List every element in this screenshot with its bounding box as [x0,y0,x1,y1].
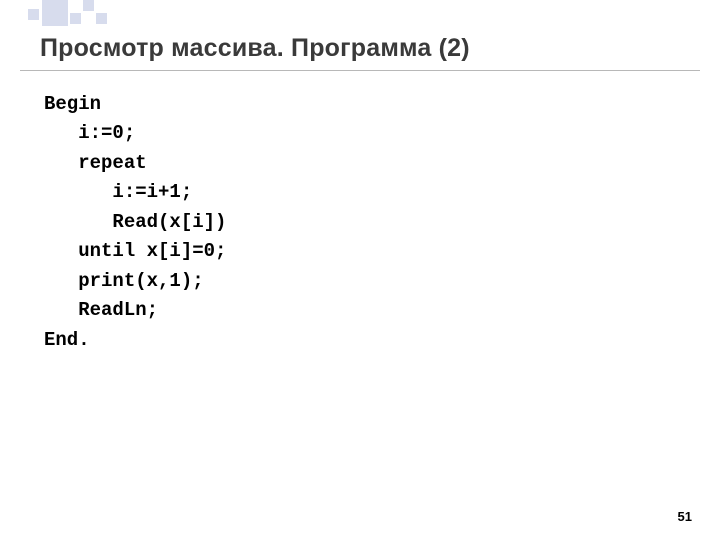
header-decoration [28,0,114,28]
deco-square [96,13,107,24]
deco-square [28,9,39,20]
page-number: 51 [678,509,692,524]
deco-square [83,0,94,11]
slide-title: Просмотр массива. Программа (2) [40,34,470,63]
slide: Просмотр массива. Программа (2) Begin i:… [0,0,720,540]
code-block: Begin i:=0; repeat i:=i+1; Read(x[i]) un… [44,90,226,355]
title-rule [20,70,700,71]
deco-square [70,13,81,24]
deco-square [42,0,68,26]
